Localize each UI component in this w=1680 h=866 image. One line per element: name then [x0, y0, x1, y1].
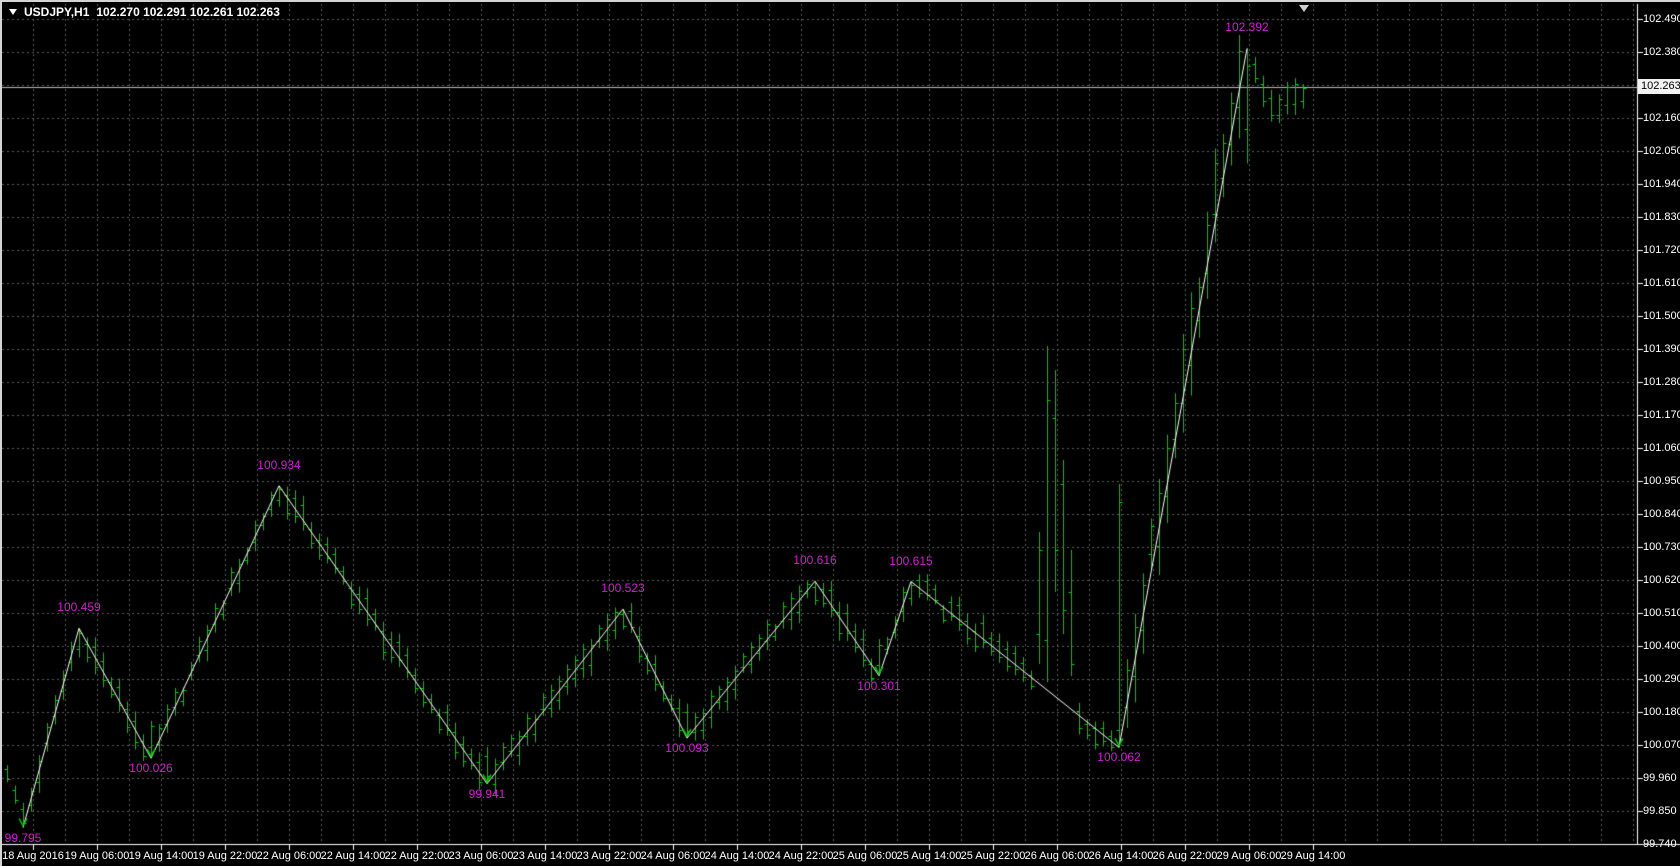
chart-title: USDJPY,H1 102.270 102.291 102.261 102.26…	[9, 5, 280, 19]
symbol-dropdown-icon	[9, 9, 17, 15]
chart-shift-marker-icon	[1299, 5, 1309, 12]
current-price-tag: 102.263	[1638, 79, 1680, 94]
ohlc-quote-readout: 102.270 102.291 102.261 102.263	[96, 5, 280, 19]
symbol-period-label: USDJPY,H1	[24, 5, 90, 19]
